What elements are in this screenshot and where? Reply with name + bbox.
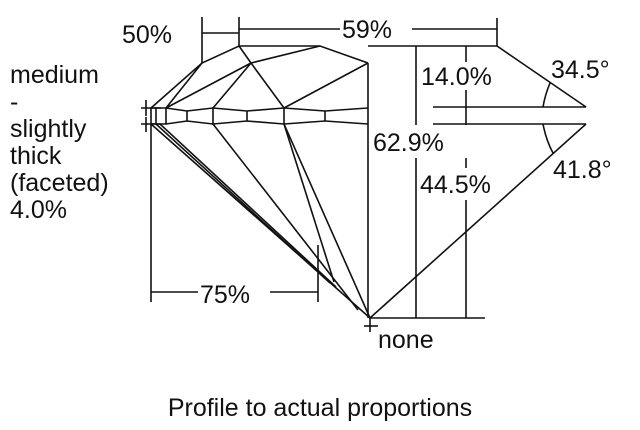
schematic-half [369,45,587,319]
girdle-label-line: slightly [10,115,87,143]
lower-half-length-label: 75% [200,281,251,309]
girdle-label-line: 4.0% [10,196,67,224]
girdle [150,107,369,125]
pavilion-angle-arc [542,123,554,154]
table-percent-label: 59% [342,16,393,44]
girdle-label-line: - [10,88,19,116]
star-length-label: 50% [122,21,173,49]
total-depth-label: 62.9% [373,129,444,157]
pavilion-depth-label: 44.5% [420,171,491,199]
crown-facets [165,45,369,109]
girdle-thickness-label: medium - slightly thick (faceted) 4.0% [10,62,109,224]
culet-label: none [378,326,434,354]
crown-angle-label: 34.5° [551,56,610,84]
pavilion-facets [150,63,371,319]
dimension-lines [141,17,498,332]
girdle-label-line: (faceted) [10,169,109,197]
pavilion-angle-label: 41.8° [553,156,612,184]
girdle-label-line: medium [10,61,99,89]
girdle-label-line: thick [10,142,62,170]
crown-height-label: 14.0% [421,63,492,91]
caption: Profile to actual proportions [167,394,473,422]
crown-angle-arc [542,82,551,108]
